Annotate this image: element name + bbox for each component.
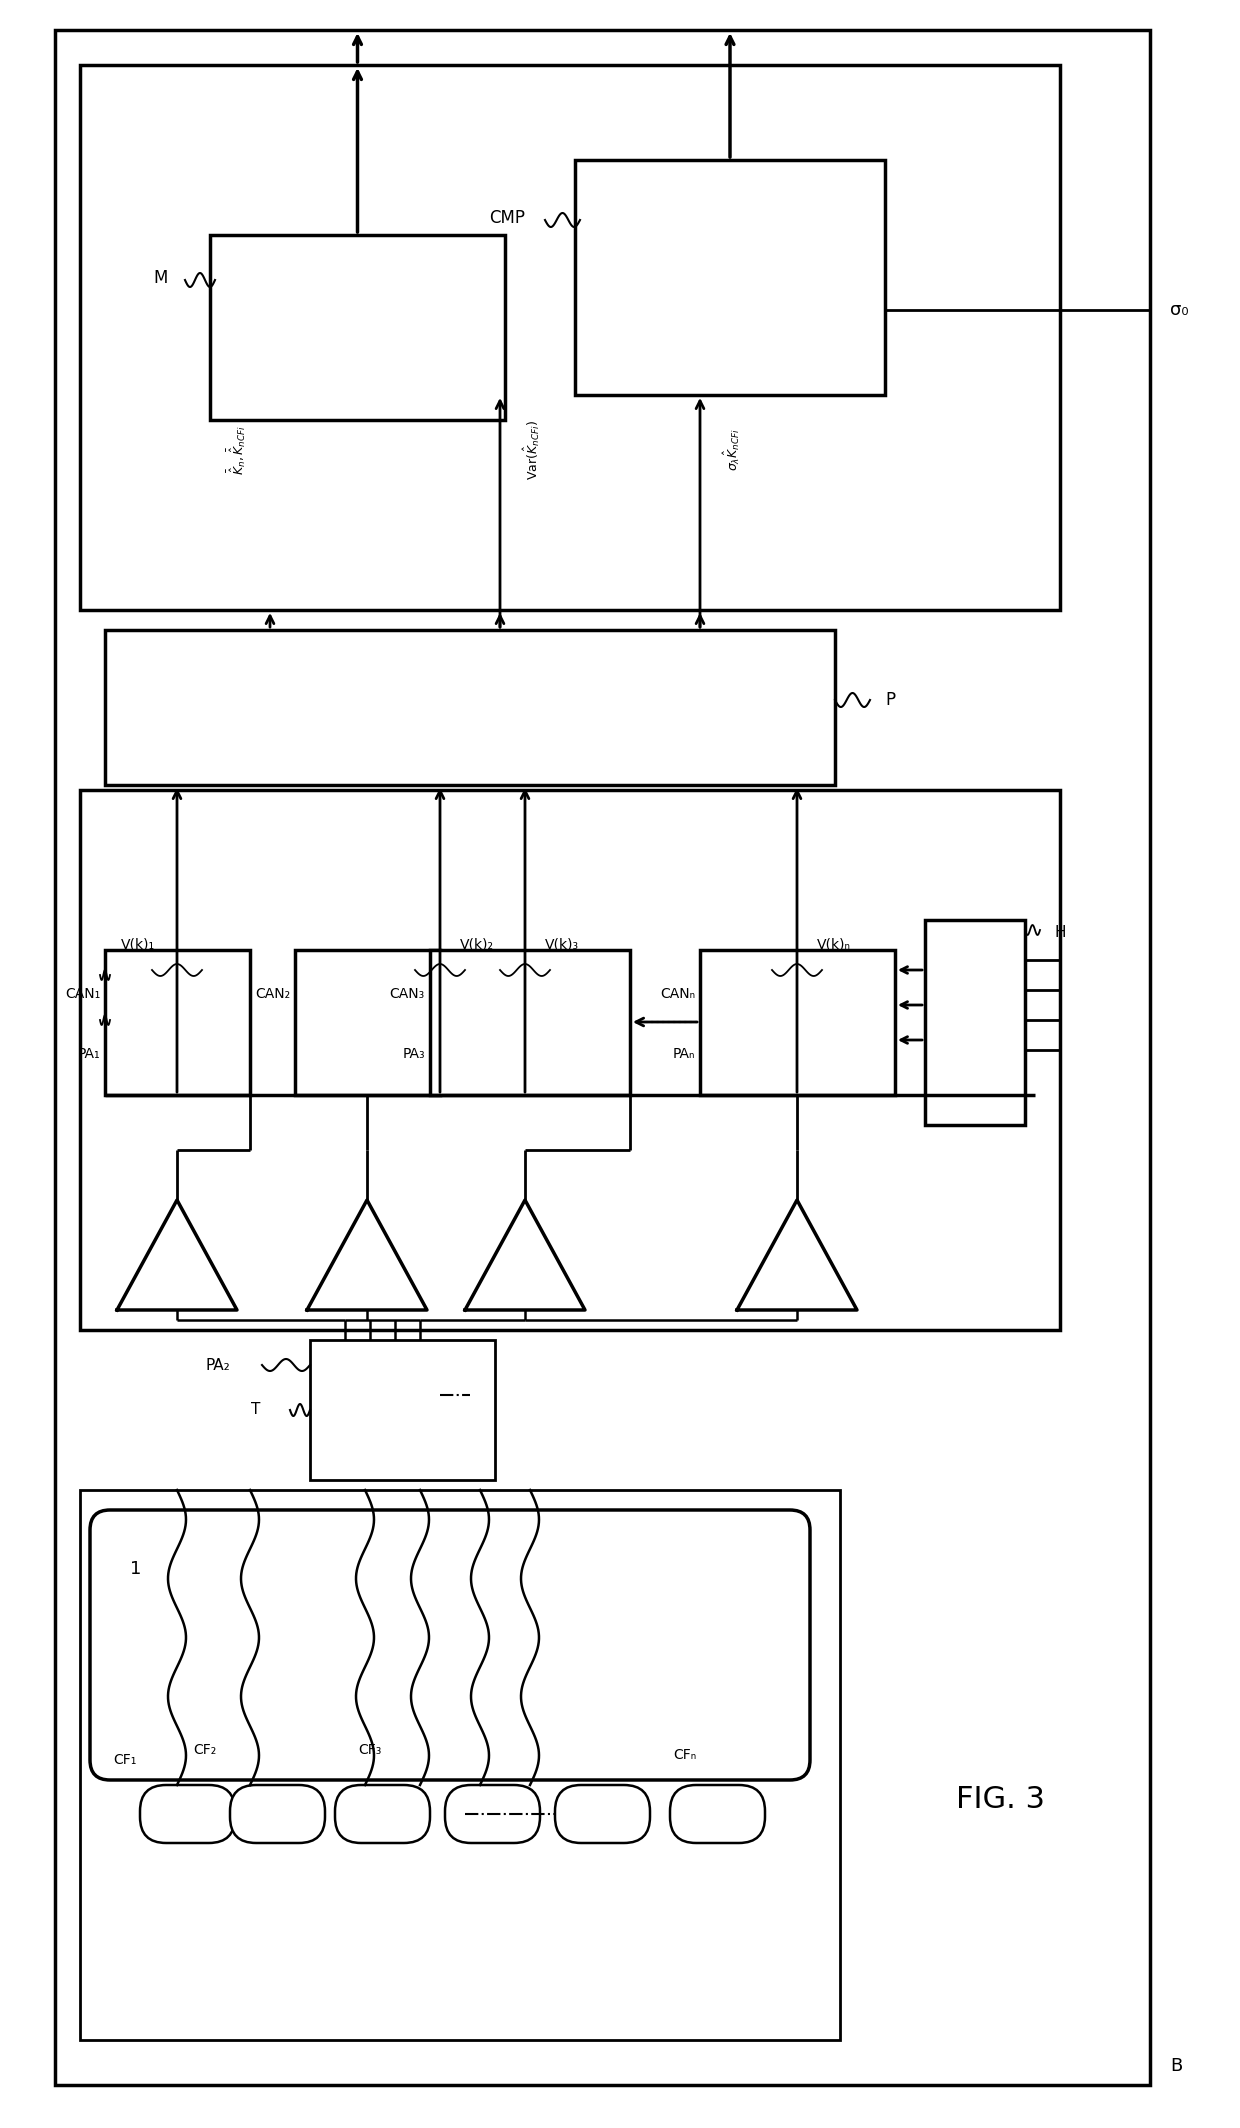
Text: $\mathrm{Var}(\hat{K}_{nCFi})$: $\mathrm{Var}(\hat{K}_{nCFi})$ [522, 419, 542, 481]
Text: FIG. 3: FIG. 3 [956, 1785, 1044, 1815]
Text: M: M [154, 268, 167, 287]
Polygon shape [308, 1200, 427, 1311]
Bar [105, 949, 250, 1096]
Bar [430, 949, 630, 1096]
Bar [81, 789, 1060, 1330]
Text: CMP: CMP [489, 209, 525, 228]
Text: CANₙ: CANₙ [660, 987, 694, 1000]
Bar [81, 1490, 839, 2041]
Text: V(k)₁: V(k)₁ [120, 938, 155, 951]
Bar [310, 1341, 495, 1479]
Text: CFₙ: CFₙ [673, 1747, 697, 1762]
FancyBboxPatch shape [445, 1785, 539, 1843]
Text: H: H [1055, 926, 1066, 941]
FancyBboxPatch shape [140, 1785, 236, 1843]
Text: CAN₂: CAN₂ [255, 987, 290, 1000]
Text: V(k)ₙ: V(k)ₙ [817, 938, 851, 951]
FancyBboxPatch shape [335, 1785, 430, 1843]
Polygon shape [465, 1200, 585, 1311]
Polygon shape [117, 1200, 237, 1311]
FancyBboxPatch shape [556, 1785, 650, 1843]
Bar [701, 949, 895, 1096]
Text: PA₂: PA₂ [206, 1358, 229, 1373]
Text: $\sigma_{\lambda}\hat{K}_{nCFi}$: $\sigma_{\lambda}\hat{K}_{nCFi}$ [722, 428, 743, 472]
Bar [105, 630, 835, 785]
Bar [925, 919, 1025, 1126]
Bar [81, 66, 1060, 611]
Text: CF₁: CF₁ [113, 1753, 136, 1766]
Text: PA₁: PA₁ [77, 1047, 100, 1062]
Text: PA₃: PA₃ [402, 1047, 425, 1062]
Bar [295, 949, 440, 1096]
Text: PAₙ: PAₙ [672, 1047, 694, 1062]
FancyBboxPatch shape [229, 1785, 325, 1843]
Text: CAN₁: CAN₁ [64, 987, 100, 1000]
Bar [575, 160, 885, 396]
Text: $\bar{\hat{K}}_n, \bar{\hat{K}}_{nCFi}$: $\bar{\hat{K}}_n, \bar{\hat{K}}_{nCFi}$ [226, 426, 248, 475]
FancyBboxPatch shape [670, 1785, 765, 1843]
Text: V(k)₂: V(k)₂ [460, 938, 494, 951]
Text: σ₀: σ₀ [1171, 300, 1189, 319]
Text: T: T [250, 1402, 260, 1417]
Text: P: P [885, 692, 895, 709]
Text: B: B [1171, 2058, 1182, 2075]
FancyBboxPatch shape [91, 1511, 810, 1779]
Polygon shape [737, 1200, 857, 1311]
Text: CF₂: CF₂ [193, 1743, 217, 1758]
Bar [55, 30, 1149, 2085]
Text: CAN₃: CAN₃ [389, 987, 425, 1000]
Bar [210, 234, 505, 419]
Text: CF₃: CF₃ [358, 1743, 382, 1758]
Text: V(k)₃: V(k)₃ [546, 938, 579, 951]
Text: 1: 1 [130, 1560, 141, 1579]
